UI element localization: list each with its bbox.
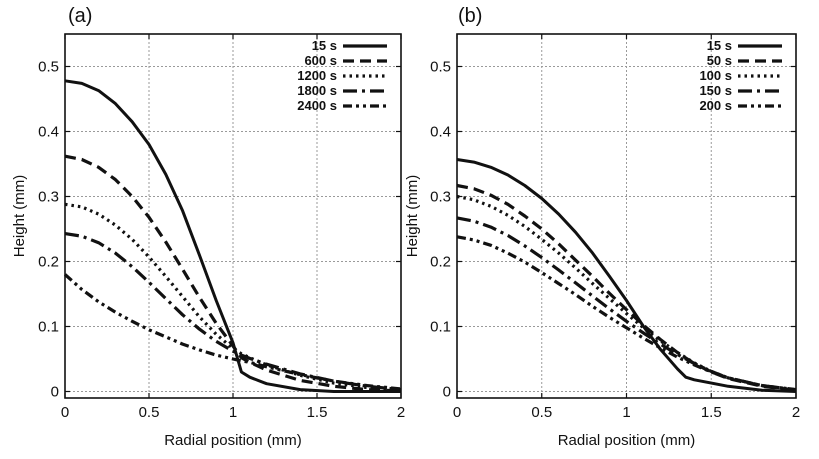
legend-label: 1200 s <box>297 68 337 83</box>
y-tick-label: 0 <box>443 384 451 401</box>
panel-b: 0 0.5 1 1.5 2 0 0.1 0.2 0.3 0.4 0.5 Radial position… <box>404 5 800 449</box>
panel-label: (a) <box>68 5 92 27</box>
y-tick-label: 0.1 <box>38 319 59 336</box>
legend-label: 2400 s <box>297 98 337 113</box>
y-tick-label: 0.5 <box>38 59 59 76</box>
y-tick-label: 0.3 <box>430 189 451 206</box>
legend-label: 100 s <box>699 68 732 83</box>
x-tick-label: 1.5 <box>307 404 328 421</box>
x-tick-label: 2 <box>397 404 405 421</box>
legend-label: 150 s <box>699 83 732 98</box>
series-line-15s <box>64 79 401 393</box>
y-tick-label: 0.5 <box>430 59 451 76</box>
y-tick-label: 0.1 <box>430 319 451 336</box>
y-tick-label: 0.2 <box>38 254 59 271</box>
x-tick-label: 0 <box>453 404 461 421</box>
y-tick-label: 0 <box>51 384 59 401</box>
x-axis-label: Radial position (mm) <box>558 432 696 449</box>
y-tick-label: 0.4 <box>430 124 451 141</box>
series-line-600s <box>64 154 402 393</box>
x-axis-label: Radial position (mm) <box>164 432 302 449</box>
series-line-100s <box>456 194 797 392</box>
y-tick-label: 0.2 <box>430 254 451 271</box>
panel-label: (b) <box>458 5 482 27</box>
x-tick-label: 0.5 <box>139 404 160 421</box>
y-tick-label: 0.4 <box>38 124 59 141</box>
legend-label: 50 s <box>707 53 732 68</box>
series-line-15s <box>456 158 797 393</box>
legend-label: 200 s <box>699 98 732 113</box>
series-line-1200s <box>64 202 402 392</box>
x-tick-label: 0 <box>61 404 69 421</box>
series-line-50s <box>456 183 797 392</box>
legend-label: 600 s <box>304 53 337 68</box>
legend-label: 15 s <box>707 38 732 53</box>
y-axis-label: Height (mm) <box>11 175 28 258</box>
x-tick-label: 1.5 <box>701 404 722 421</box>
legend-label: 1800 s <box>297 83 337 98</box>
x-tick-label: 1 <box>622 404 630 421</box>
x-tick-label: 1 <box>229 404 237 421</box>
x-tick-label: 2 <box>792 404 800 421</box>
x-tick-label: 0.5 <box>531 404 552 421</box>
y-axis-label: Height (mm) <box>404 175 421 258</box>
legend-label: 15 s <box>312 38 337 53</box>
series-line-2400s <box>63 273 402 391</box>
y-tick-label: 0.3 <box>38 189 59 206</box>
series-line-150s <box>456 216 797 392</box>
